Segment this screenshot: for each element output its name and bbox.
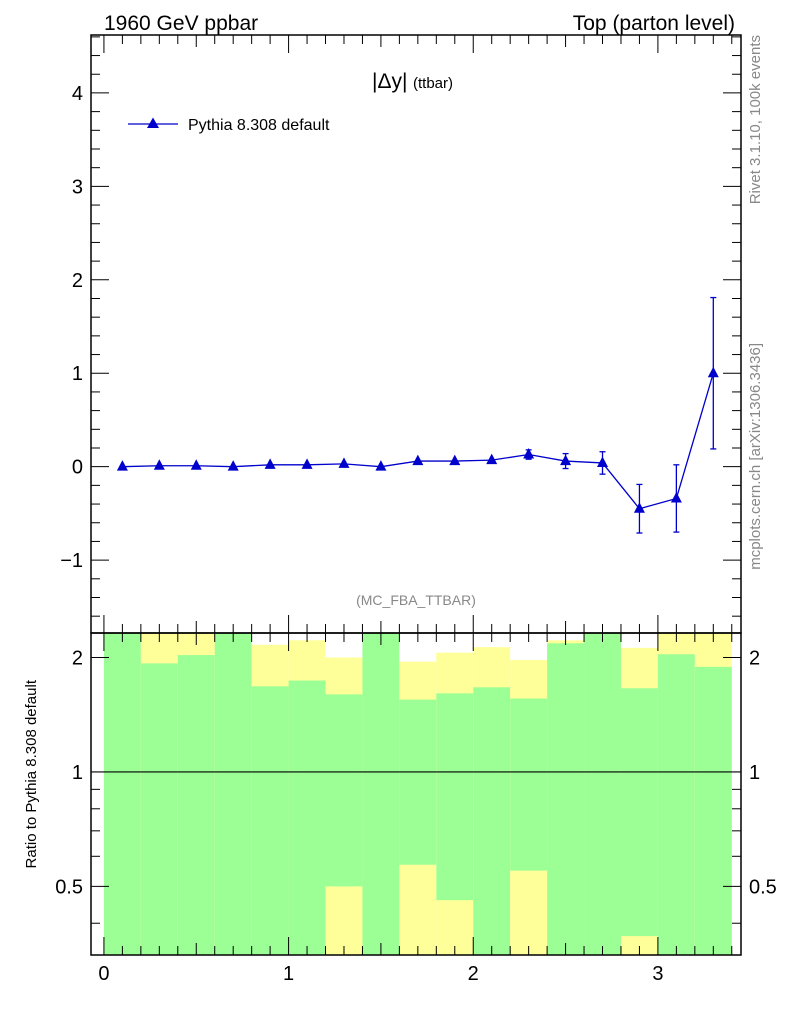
data-point-0 [116,460,128,471]
ratio-xtick-label: 0 [98,963,109,985]
series-line [122,373,714,510]
main-ytick-label: 3 [72,176,83,198]
data-point-5 [301,458,313,469]
data-point-12 [560,454,572,466]
data-point-14 [633,502,645,513]
data-point-11 [523,448,535,459]
data-point-13 [597,456,609,467]
ratio-inner-band-11 [510,698,548,871]
data-point-8 [412,454,424,466]
ratio-inner-band-9 [436,693,474,901]
legend-entry-label: Pythia 8.308 default [188,117,330,134]
main-title-sub: (ttbar) [413,75,453,92]
data-point-16 [707,366,719,378]
data-point-1 [153,459,165,470]
axis-tick-labels: −1 0 1 2 3 4 0 1 2 3 0.5 0.5 1 1 2 2 [55,83,777,985]
ratio-inner-band-7 [362,633,400,955]
legend-marker [147,117,159,128]
legend: Pythia 8.308 default [128,117,330,134]
main-ytick-label: 4 [72,83,83,105]
ratio-inner-band-2 [177,655,215,955]
data-point-2 [190,459,202,470]
ratio-xtick-label: 3 [652,963,663,985]
data-point-7 [375,460,387,471]
main-title: |Δy| [372,70,407,93]
ratio-inner-band-13 [584,633,621,955]
data-point-9 [449,454,461,466]
ratio-inner-band-10 [473,687,511,955]
ratio-ytick-label-right: 0.5 [749,876,777,898]
ratio-inner-band-16 [694,666,732,955]
header-right-label: Top (parton level) [573,12,735,35]
ratio-inner-band-14 [620,688,658,937]
header-left-label: 1960 GeV ppbar [104,12,258,35]
ratio-xtick-label: 1 [283,963,294,985]
ratio-ylabel: Ratio to Pythia 8.308 default [23,679,40,868]
ratio-inner-band-0 [103,633,141,955]
data-point-6 [338,457,350,468]
ratio-ytick-label-right: 2 [749,648,760,670]
ratio-inner-band-4 [251,686,289,955]
data-point-15 [670,491,682,503]
ratio-ytick-label: 0.5 [55,876,83,898]
rivet-side-label: Rivet 3.1.10, 100k events [747,35,764,204]
axis-ticks [91,35,741,955]
ratio-ytick-label: 1 [72,762,83,784]
ratio-xtick-label: 2 [468,963,479,985]
main-series [116,296,719,534]
ratio-inner-band-15 [657,654,695,955]
main-ytick-label: 2 [72,270,83,292]
data-point-10 [486,453,498,465]
analysis-label: (MC_FBA_TTBAR) [356,592,476,608]
data-point-4 [264,458,276,469]
mcplots-side-label: mcplots.cern.ch [arXiv:1306.3436] [747,343,764,570]
ratio-ytick-label-right: 1 [749,762,760,784]
ratio-inner-band-5 [288,680,326,955]
ratio-ytick-label: 2 [72,648,83,670]
main-ytick-label: −1 [60,550,83,572]
ratio-inner-band-1 [140,663,178,955]
ratio-inner-band-6 [325,694,363,887]
data-point-3 [227,460,239,471]
ratio-inner-band-12 [547,643,585,955]
main-ytick-label: 0 [72,457,83,479]
main-ytick-label: 1 [72,363,83,385]
ratio-frame [90,632,742,956]
ratio-inner-band-3 [214,633,252,955]
ratio-inner-band-8 [399,699,437,865]
ratio-bands [103,633,732,955]
